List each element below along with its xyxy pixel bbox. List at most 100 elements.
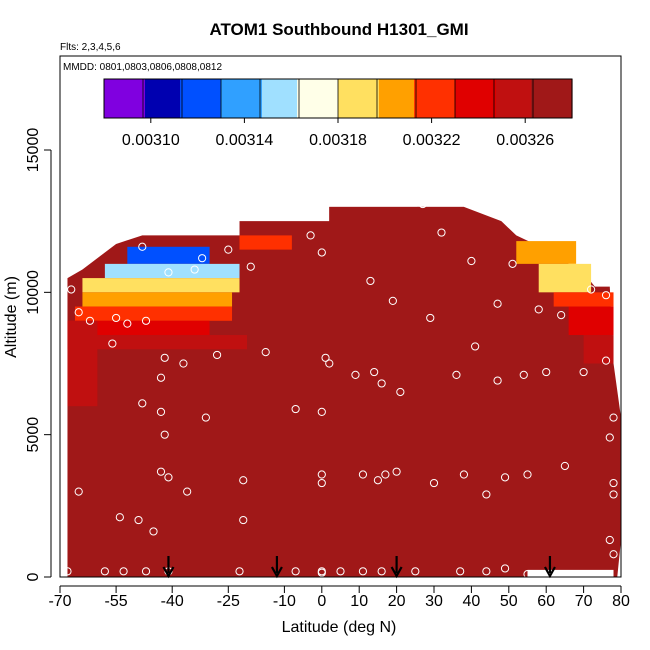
profile-arrow: [270, 556, 283, 579]
sample-point: [336, 567, 345, 576]
sample-point: [112, 313, 121, 323]
colorbar-cell: [174, 79, 181, 118]
sample-point: [138, 242, 147, 251]
sample-point: [141, 567, 151, 576]
colorbar-cell: [156, 79, 164, 118]
sample-point: [351, 370, 360, 379]
sample-point: [156, 373, 166, 382]
sample-point: [557, 311, 566, 320]
colorbar-cell: [279, 79, 286, 118]
sample-point: [134, 515, 143, 525]
sample-point: [381, 470, 390, 479]
y-axis-label: Altitude (m): [3, 276, 20, 358]
y-tick-label: 5000: [25, 417, 42, 453]
sample-point: [586, 285, 596, 294]
sample-point: [601, 291, 611, 300]
sample-point: [164, 268, 173, 277]
sample-point: [160, 430, 169, 439]
sample-point: [63, 567, 72, 576]
data-layer: [82, 278, 240, 293]
colorbar-cell: [536, 79, 544, 118]
colorbar-cell: [109, 79, 117, 118]
sample-point: [396, 387, 405, 397]
x-tick-label: 80: [612, 593, 630, 610]
colorbar-cell: [361, 79, 368, 118]
sample-point: [239, 515, 248, 525]
profile-arrow: [390, 556, 403, 579]
sample-point: [482, 490, 491, 499]
sample-point: [429, 478, 439, 488]
colorbar-cell: [209, 79, 216, 118]
sample-point: [119, 567, 128, 576]
data-layer: [553, 292, 614, 307]
sample-point: [373, 476, 382, 485]
colorbar-cell: [267, 79, 275, 118]
colorbar-tick-label: 0.00310: [122, 132, 180, 149]
sample-point: [201, 413, 210, 422]
data-layer: [583, 335, 614, 364]
colorbar-cell: [302, 79, 310, 118]
colorbar-cell: [437, 79, 444, 118]
x-axis-label: Latitude (deg N): [282, 619, 397, 636]
sample-point: [108, 339, 117, 348]
sample-point: [456, 567, 465, 576]
sample-point: [74, 308, 83, 317]
colorbar-cell: [197, 79, 205, 118]
y-tick-label: 10000: [25, 270, 42, 315]
colorbar-cell: [419, 79, 427, 118]
sample-point: [452, 370, 461, 379]
data-layer: [568, 306, 614, 336]
colorbar-cell: [273, 79, 281, 118]
colorbar-cell: [238, 79, 245, 118]
sample-point: [67, 285, 76, 294]
colorbar: 0.00310 0.00314 0.00318 0.00322 0.00326: [103, 78, 573, 149]
colorbar-cell: [519, 79, 526, 118]
sample-point: [156, 407, 166, 416]
sample-point: [482, 567, 491, 576]
sample-point: [500, 564, 510, 573]
sample-point: [164, 473, 173, 482]
sample-point: [239, 476, 248, 485]
colorbar-cell: [472, 79, 479, 118]
colorbar-cell: [308, 79, 316, 118]
colorbar-cell: [513, 79, 520, 118]
plot-area: [63, 199, 622, 579]
colorbar-cell: [127, 79, 134, 118]
sample-point: [183, 487, 192, 496]
x-tick-label: -70: [48, 593, 71, 610]
colorbar-cell: [495, 79, 503, 118]
colorbar-cell: [542, 79, 550, 118]
colorbar-cell: [455, 79, 462, 118]
colorbar-cell: [384, 79, 392, 118]
colorbar-cell: [226, 79, 234, 118]
colorbar-cell: [466, 79, 474, 118]
colorbar-cell: [425, 79, 433, 118]
colorbar-cell: [501, 79, 509, 118]
data-layer: [67, 320, 210, 336]
sample-point: [609, 490, 618, 499]
sample-point: [317, 407, 326, 416]
no-data-region: [527, 569, 614, 577]
x-tick-label: 40: [463, 593, 481, 610]
data-layer: [516, 241, 577, 264]
sample-point: [523, 570, 532, 579]
sample-point: [377, 567, 386, 576]
colorbar-cell: [349, 79, 357, 118]
colorbar-cell: [478, 79, 485, 118]
sample-point: [321, 353, 330, 362]
sample-point: [579, 367, 588, 377]
sample-point: [426, 313, 435, 323]
sample-point: [261, 348, 270, 357]
sample-point: [542, 367, 551, 377]
colorbar-cell: [378, 79, 386, 118]
sample-point: [224, 245, 233, 254]
colorbar-cell: [326, 79, 333, 118]
colorbar-tick-label: 0.00314: [215, 132, 273, 149]
y-tick-label: 0: [25, 572, 42, 581]
sample-point: [212, 350, 222, 360]
sample-point: [100, 567, 109, 576]
sample-point: [377, 379, 386, 388]
sample-point: [358, 470, 368, 479]
colorbar-cell: [507, 79, 515, 118]
